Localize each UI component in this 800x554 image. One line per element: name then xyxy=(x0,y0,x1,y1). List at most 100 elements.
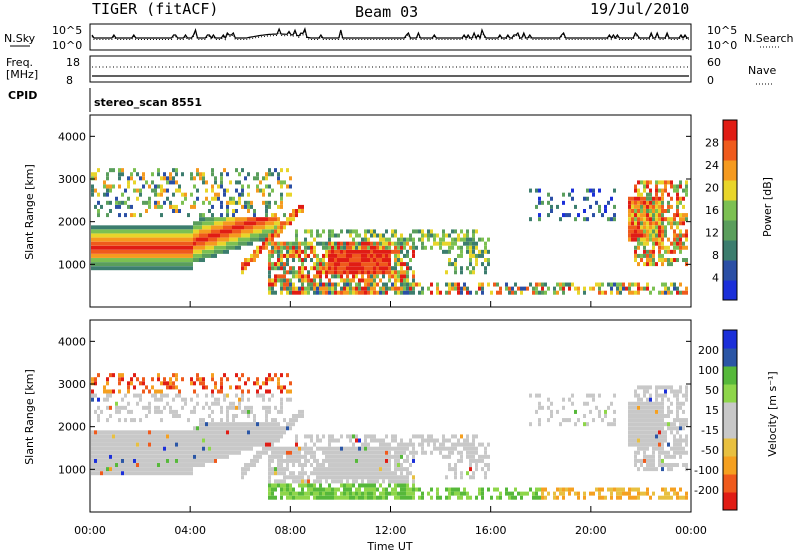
velocity-cell xyxy=(214,446,217,451)
power-cell xyxy=(184,225,187,230)
velocity-cell xyxy=(247,414,250,418)
velocity-cell xyxy=(298,454,301,459)
velocity-cell xyxy=(466,471,469,476)
power-cell xyxy=(646,253,649,258)
velocity-cell xyxy=(208,442,211,447)
velocity-cell xyxy=(205,458,208,463)
velocity-cell xyxy=(415,487,418,492)
velocity-cell xyxy=(190,454,193,459)
velocity-cell xyxy=(646,454,649,459)
power-cell xyxy=(601,213,604,218)
velocity-cell xyxy=(568,487,571,492)
power-cell xyxy=(574,217,577,222)
power-cell xyxy=(583,290,586,295)
power-cell xyxy=(226,237,229,242)
velocity-cell xyxy=(217,454,220,459)
velocity-cell xyxy=(436,495,439,500)
power-cell xyxy=(178,262,181,267)
velocity-cell xyxy=(130,467,133,472)
velocity-cell xyxy=(628,418,631,423)
velocity-cell xyxy=(205,385,208,390)
velocity-cell xyxy=(634,422,637,427)
velocity-cell xyxy=(385,454,388,459)
velocity-cell xyxy=(523,491,526,496)
power-cell xyxy=(469,241,472,246)
power-cell xyxy=(481,237,484,242)
velocity-cell xyxy=(385,491,388,496)
power-cell xyxy=(667,286,670,291)
velocity-cell xyxy=(298,414,301,418)
velocity-cell xyxy=(286,495,289,500)
power-cell xyxy=(328,266,331,271)
power-cell xyxy=(655,241,658,246)
velocity-cell xyxy=(331,475,334,480)
velocity-cell xyxy=(295,454,298,459)
velocity-cell xyxy=(121,450,124,455)
velocity-cell xyxy=(322,471,325,476)
power-cell xyxy=(562,200,565,205)
velocity-cell xyxy=(238,401,241,406)
velocity-cell xyxy=(199,438,202,443)
power-cell xyxy=(403,278,406,283)
velocity-cell xyxy=(544,495,547,500)
cpid-value: stereo_scan 8551 xyxy=(94,96,202,109)
velocity-cell xyxy=(196,446,199,451)
velocity-cell xyxy=(667,422,670,427)
power-cell xyxy=(106,213,109,218)
velocity-cell xyxy=(268,475,271,480)
velocity-cell xyxy=(403,495,406,500)
velocity-cell xyxy=(262,393,265,398)
velocity-cell xyxy=(367,483,370,488)
power-cell xyxy=(511,290,514,295)
velocity-cell xyxy=(325,471,328,476)
velocity-cell xyxy=(373,458,376,463)
velocity-cell xyxy=(475,450,478,455)
power-cell xyxy=(94,237,97,242)
velocity-cell xyxy=(115,454,118,459)
power-cell xyxy=(319,266,322,271)
power-cell xyxy=(667,290,670,295)
velocity-cell xyxy=(280,434,283,439)
velocity-cell xyxy=(451,446,454,451)
velocity-cell xyxy=(364,458,367,463)
power-cell xyxy=(271,229,274,234)
velocity-cell xyxy=(277,430,280,435)
power-cell xyxy=(187,225,190,230)
velocity-cell xyxy=(304,483,307,488)
power-cell xyxy=(349,249,352,254)
power-cell xyxy=(277,233,280,238)
power-cell xyxy=(295,241,298,246)
power-cell xyxy=(331,270,334,275)
power-cell xyxy=(673,249,676,254)
velocity-cell xyxy=(175,409,178,414)
velocity-cell xyxy=(469,446,472,451)
velocity-cell xyxy=(412,446,415,451)
velocity-cell xyxy=(634,405,637,410)
power-cell xyxy=(643,217,646,222)
power-cell xyxy=(184,253,187,258)
power-cell xyxy=(469,253,472,258)
velocity-cell xyxy=(175,373,178,378)
velocity-cell xyxy=(178,458,181,463)
power-cell xyxy=(601,290,604,295)
velocity-cell xyxy=(433,442,436,447)
power-cell xyxy=(637,241,640,246)
power-cell xyxy=(277,225,280,230)
velocity-cell xyxy=(304,446,307,451)
power-cell xyxy=(472,266,475,271)
velocity-cell xyxy=(409,487,412,492)
power-cell xyxy=(406,253,409,258)
velocity-cell xyxy=(628,401,631,406)
power-cell xyxy=(235,209,238,213)
velocity-cell xyxy=(379,491,382,496)
velocity-cell xyxy=(535,487,538,492)
velocity-cell xyxy=(421,438,424,443)
velocity-cell xyxy=(682,418,685,423)
velocity-cell xyxy=(466,491,469,496)
velocity-cell xyxy=(670,446,673,451)
velocity-cell xyxy=(229,401,232,406)
velocity-cell xyxy=(349,467,352,472)
power-cell xyxy=(319,278,322,283)
power-cell xyxy=(214,180,217,185)
power-cell xyxy=(169,237,172,242)
